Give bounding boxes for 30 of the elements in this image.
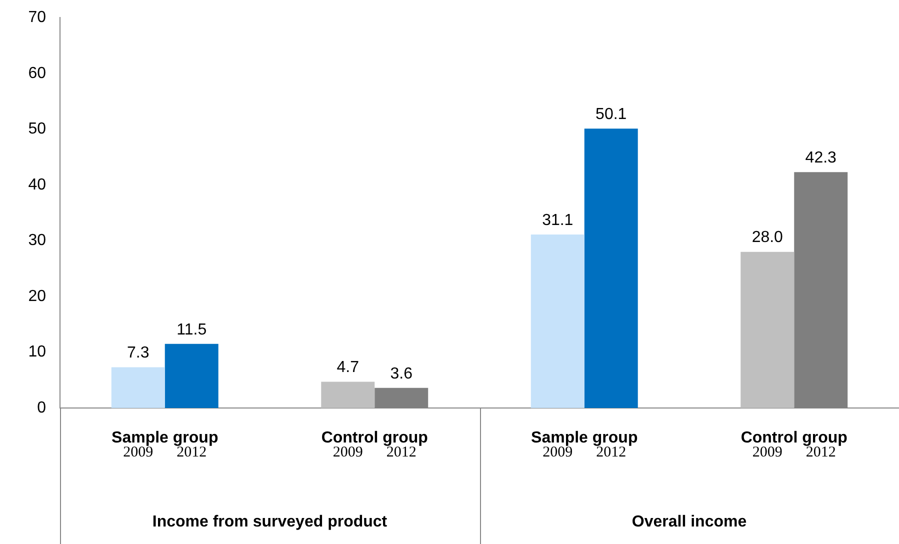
x-tick-label: Control group (321, 429, 428, 446)
data-label: 7.3 (127, 344, 150, 362)
y-tick-label: 10 (28, 344, 46, 361)
y-tick-label: 30 (28, 232, 46, 250)
y-tick-label: 70 (28, 9, 46, 26)
x-tick-label: Control group (740, 429, 848, 446)
data-label: 28.0 (752, 229, 784, 246)
text: 2009 (752, 444, 782, 460)
bar (111, 367, 165, 408)
data-label: 31.1 (542, 212, 574, 229)
data-label: 42.3 (805, 149, 837, 166)
y-tick-label: 40 (28, 176, 46, 194)
data-label: 50.1 (596, 106, 627, 123)
bar (530, 234, 584, 408)
bar (321, 382, 375, 408)
y-tick-label: 60 (28, 64, 46, 82)
x-tick-label: Sample group (112, 429, 218, 446)
y-tick-label: 20 (28, 288, 46, 305)
x-tick-label: Sample group (531, 429, 638, 446)
data-label: 4.7 (336, 359, 360, 376)
data-label: 3.6 (390, 365, 413, 382)
y-tick-label: 50 (28, 120, 46, 138)
text: Overall income (632, 513, 747, 530)
bar (740, 252, 794, 408)
text: 2009 (332, 444, 363, 460)
bar (164, 344, 218, 408)
data-label: 11.5 (176, 321, 207, 338)
bar (584, 128, 638, 408)
y-tick-label: 0 (37, 399, 46, 416)
text: Income from surveyed product (152, 513, 388, 530)
